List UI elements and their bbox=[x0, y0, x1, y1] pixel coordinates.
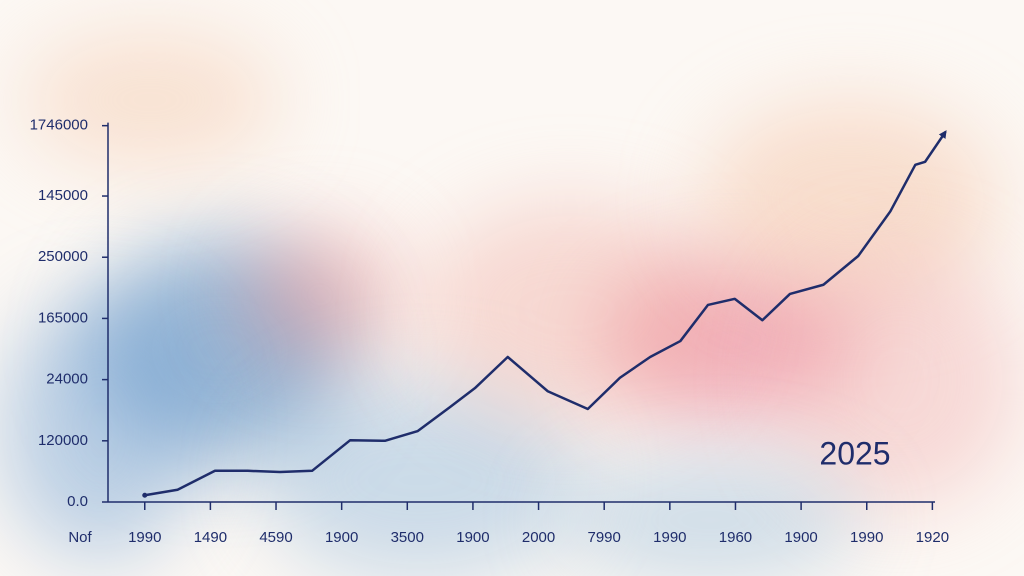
start-point bbox=[142, 492, 148, 498]
x-tick-label: 4590 bbox=[259, 529, 292, 546]
y-tick-label: 1746000 bbox=[30, 117, 88, 134]
y-tick-label: 145000 bbox=[38, 187, 88, 204]
x-tick-label: 1990 bbox=[850, 529, 883, 546]
x-tick-label: 1960 bbox=[719, 529, 752, 546]
x-tick-label: 1900 bbox=[456, 529, 489, 546]
x-tick-label: 7990 bbox=[588, 529, 621, 546]
y-tick-label: 0.0 bbox=[67, 493, 88, 510]
y-tick-label: 165000 bbox=[38, 309, 88, 326]
y-tick-label: 120000 bbox=[38, 432, 88, 449]
y-tick-label: 24000 bbox=[46, 371, 88, 388]
y-tick-label: 250000 bbox=[38, 248, 88, 265]
x-tick-label: 1920 bbox=[916, 529, 949, 546]
x-tick-label: 1990 bbox=[128, 529, 161, 546]
line bbox=[144, 130, 947, 497]
x-tick-label: 2000 bbox=[522, 529, 555, 546]
annotation: 2025 bbox=[819, 435, 890, 471]
x-tick-label: 1900 bbox=[325, 529, 358, 546]
x-tick-label: 1990 bbox=[653, 529, 686, 546]
x-tick-label: 1900 bbox=[784, 529, 817, 546]
x-tick-label: 3500 bbox=[391, 529, 424, 546]
x-tick-label: 1490 bbox=[194, 529, 227, 546]
x-axis-label: Nof bbox=[68, 529, 92, 546]
